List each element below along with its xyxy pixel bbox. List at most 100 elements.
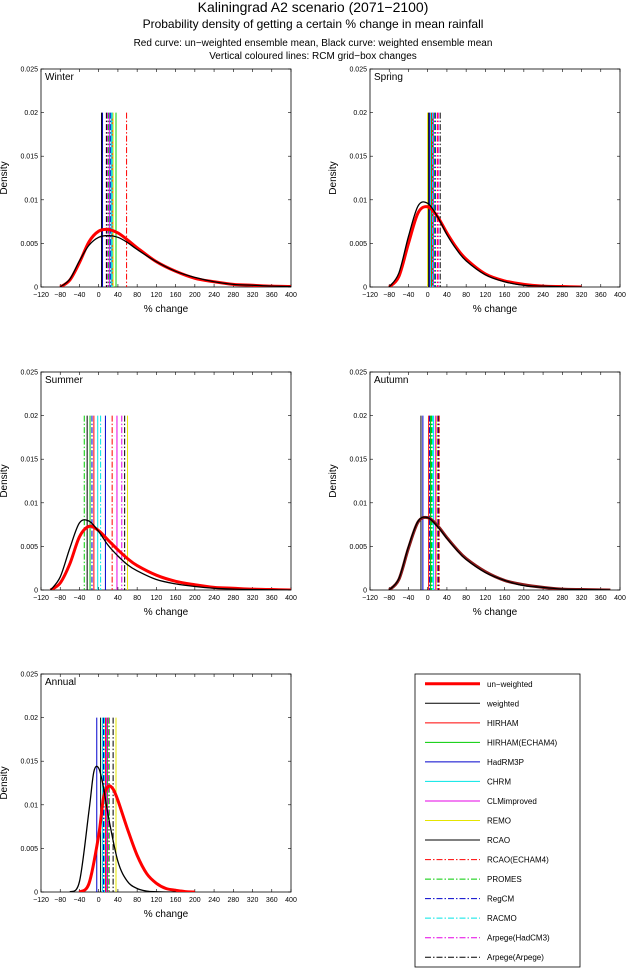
y-tick-label: 0.02 — [24, 413, 38, 420]
x-tick-label: 240 — [537, 292, 549, 299]
legend-label: RCAO(ECHAM4) — [487, 856, 549, 865]
legend-item: HadRM3P — [425, 758, 524, 767]
x-tick-label: −80 — [54, 292, 66, 299]
x-tick-label: 360 — [266, 897, 278, 904]
x-tick-label: 200 — [189, 897, 201, 904]
x-tick-label: 40 — [443, 595, 451, 602]
x-tick-label: −40 — [74, 595, 86, 602]
legend-item: RCAO — [425, 836, 510, 845]
pdf-curves — [388, 201, 582, 287]
x-tick-label: 240 — [208, 292, 220, 299]
weighted-curve — [50, 519, 291, 590]
legend-label: REMO — [487, 817, 511, 826]
y-tick-label: 0.005 — [349, 544, 367, 551]
x-tick-label: 320 — [576, 292, 588, 299]
plot-frame — [40, 673, 292, 893]
x-tick-label: 0 — [426, 292, 430, 299]
x-tick-label: 120 — [480, 595, 492, 602]
figure-subtitle: Probability density of getting a certain… — [143, 17, 484, 31]
y-tick-label: 0.02 — [353, 110, 367, 117]
x-tick-label: 320 — [247, 897, 259, 904]
y-axis-label: Density — [0, 464, 10, 497]
legend-label: RCAO — [487, 836, 510, 845]
x-tick-label: 80 — [462, 595, 470, 602]
y-tick-label: 0.02 — [24, 110, 38, 117]
legend-item: Arpege(Arpege) — [425, 953, 544, 962]
y-tick-label: 0 — [34, 588, 38, 595]
legend-label: RegCM — [487, 895, 514, 904]
x-tick-label: 80 — [133, 292, 141, 299]
x-tick-label: 40 — [114, 292, 122, 299]
rcm-lines — [420, 415, 440, 590]
x-tick-label: 400 — [285, 897, 297, 904]
legend-label: Arpege(HadCM3) — [487, 934, 550, 943]
x-tick-label: −40 — [403, 292, 415, 299]
x-tick-label: 240 — [208, 595, 220, 602]
x-tick-label: 160 — [170, 897, 182, 904]
y-tick-label: 0 — [34, 890, 38, 897]
x-tick-label: 400 — [285, 595, 297, 602]
y-tick-label: 0.015 — [20, 457, 38, 464]
unweighted-curve — [78, 784, 195, 892]
y-tick-label: 0.01 — [353, 197, 367, 204]
legend: un−weighted weighted HIRHAM HIRHAM(ECHAM4) H… — [414, 673, 581, 968]
chart-summer: −120 −80 −40 0 40 80 120 160 200 240 280 320 360 400 0… — [0, 370, 297, 619]
x-tick-label: −120 — [33, 292, 49, 299]
x-tick-label: 0 — [97, 897, 101, 904]
x-tick-label: 40 — [114, 897, 122, 904]
y-tick-label: 0.01 — [24, 197, 38, 204]
chart-annual: −120 −80 −40 0 40 80 120 160 200 240 280 320 360 400 0… — [0, 672, 297, 921]
y-tick-label: 0.005 — [20, 241, 38, 248]
legend-item: PROMES — [425, 875, 522, 884]
pdf-curves — [388, 515, 611, 590]
x-tick-label: 400 — [614, 292, 626, 299]
legend-item: un−weighted — [425, 680, 533, 689]
figure-note-curves: Red curve: un−weighted ensemble mean, Bl… — [134, 38, 493, 49]
x-tick-label: 0 — [97, 292, 101, 299]
x-tick-label: 120 — [151, 292, 163, 299]
legend-item: RCAO(ECHAM4) — [425, 856, 549, 865]
x-tick-label: −120 — [33, 595, 49, 602]
y-tick-label: 0.015 — [349, 154, 367, 161]
legend-item: CLMimproved — [425, 797, 537, 806]
x-tick-label: 160 — [499, 595, 511, 602]
x-tick-label: 400 — [614, 595, 626, 602]
x-tick-label: −80 — [54, 595, 66, 602]
x-tick-label: 200 — [518, 292, 530, 299]
x-tick-label: 400 — [285, 292, 297, 299]
panel-title: Summer — [45, 375, 83, 386]
legend-label: RACMO — [487, 914, 517, 923]
y-axis-label: Density — [328, 464, 339, 497]
weighted-curve — [388, 201, 582, 287]
legend-item: RACMO — [425, 914, 517, 923]
x-tick-label: 80 — [462, 292, 470, 299]
legend-label: CHRM — [487, 777, 511, 786]
y-tick-label: 0.01 — [353, 500, 367, 507]
plot-frame — [369, 68, 621, 288]
legend-item: HIRHAM(ECHAM4) — [425, 738, 558, 747]
x-tick-label: 280 — [556, 595, 568, 602]
x-tick-label: −40 — [403, 595, 415, 602]
x-tick-label: 200 — [189, 595, 201, 602]
y-tick-label: 0.02 — [24, 715, 38, 722]
y-tick-label: 0 — [363, 588, 367, 595]
x-tick-label: 200 — [189, 292, 201, 299]
x-tick-label: 160 — [170, 595, 182, 602]
plot-frame — [369, 371, 621, 591]
x-tick-label: 320 — [247, 595, 259, 602]
legend-label: HIRHAM — [487, 719, 519, 728]
legend-label: weighted — [486, 699, 519, 708]
x-tick-label: −80 — [54, 897, 66, 904]
y-tick-label: 0.025 — [349, 370, 367, 377]
y-tick-label: 0.005 — [20, 544, 38, 551]
rcm-lines — [83, 415, 129, 590]
y-tick-label: 0.01 — [24, 500, 38, 507]
x-tick-label: −40 — [74, 292, 86, 299]
x-tick-label: 280 — [556, 292, 568, 299]
x-tick-label: 280 — [227, 897, 239, 904]
legend-label: CLMimproved — [487, 797, 537, 806]
figure-note-lines: Vertical coloured lines: RCM grid−box ch… — [209, 51, 417, 62]
legend-item: REMO — [425, 817, 511, 826]
x-tick-label: −120 — [362, 292, 378, 299]
x-tick-label: 320 — [247, 292, 259, 299]
